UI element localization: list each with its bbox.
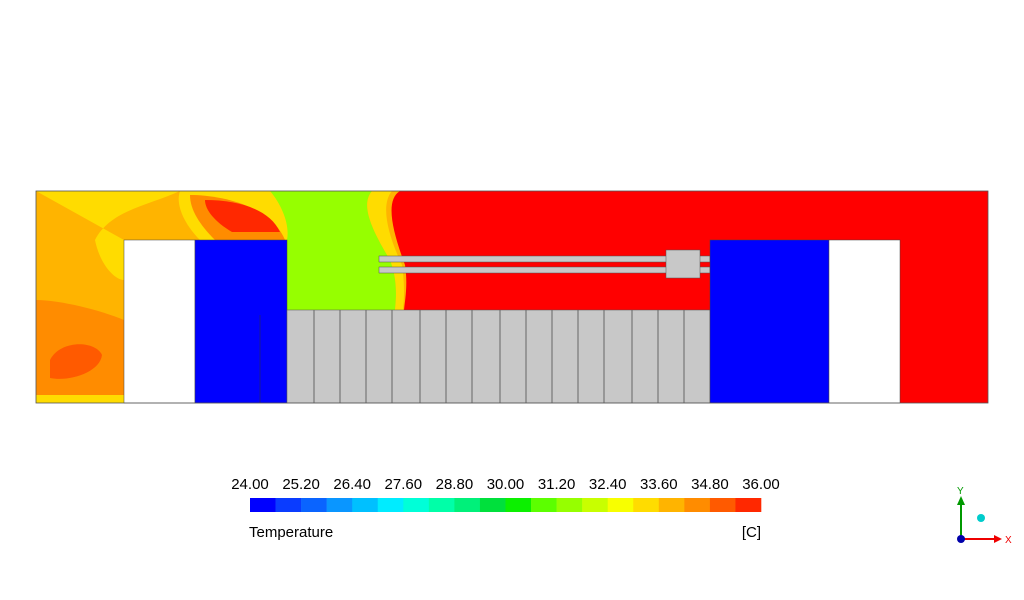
legend-tick-label: 32.40 [589, 476, 627, 493]
legend-tick-label: 30.00 [487, 476, 525, 493]
legend-tick-label: 27.60 [385, 476, 423, 493]
legend-swatch [633, 498, 660, 512]
legend-swatch [428, 498, 455, 512]
legend-swatch [505, 498, 532, 512]
rack-dividers [313, 310, 685, 403]
domain-outline [35, 190, 989, 404]
zone-red2 [205, 200, 280, 232]
legend-swatch [275, 498, 302, 512]
zone-green [270, 191, 396, 310]
legend-unit: [C] [742, 524, 761, 541]
zone-red-spot [50, 344, 102, 379]
cold-block [194, 239, 288, 404]
legend-tick-label: 31.20 [538, 476, 576, 493]
legend-swatch [556, 498, 583, 512]
zone-bottom [36, 395, 124, 403]
axis-label-x: X [1005, 535, 1012, 546]
legend-swatch [582, 498, 608, 512]
legend-tick-label: 36.00 [742, 476, 780, 493]
legend-tick-label: 24.00 [231, 476, 269, 493]
zone-front [367, 191, 404, 310]
legend-swatch [735, 498, 762, 512]
legend-swatch [607, 498, 634, 512]
inlet-block [828, 239, 901, 404]
legend-swatch [531, 498, 557, 512]
inlet-block [123, 239, 196, 404]
legend-swatch [250, 498, 276, 512]
legend-swatch [377, 498, 404, 512]
legend-swatch [454, 498, 481, 512]
legend-swatch [479, 498, 506, 512]
legend-swatch [301, 498, 327, 512]
pipe [378, 255, 711, 263]
legend-swatch [658, 498, 685, 512]
pipe-box [665, 249, 701, 279]
axis-triad: Y X [957, 486, 1012, 546]
legend-title: Temperature [249, 524, 333, 541]
pipe [378, 266, 711, 274]
cold-block [709, 239, 830, 404]
contour-plot [35, 190, 989, 404]
legend-swatch [403, 498, 430, 512]
zone-yellow [36, 191, 180, 280]
legend-tick-label: 25.20 [282, 476, 320, 493]
legend-swatch [352, 498, 379, 512]
rack [286, 309, 711, 404]
legend-tick-label: 28.80 [436, 476, 474, 493]
legend-swatch [709, 498, 736, 512]
color-legend: Temperature [C] 24.00 25.20 26.40 27.60 28.8… [231, 476, 780, 541]
legend-tick-label: 26.40 [333, 476, 371, 493]
axis-label-y: Y [957, 486, 964, 497]
zone-spot [45, 200, 58, 230]
legend-swatch [684, 498, 711, 512]
legend-tick-label: 34.80 [691, 476, 729, 493]
legend-tick-label: 33.60 [640, 476, 678, 493]
legend-swatch [326, 498, 353, 512]
